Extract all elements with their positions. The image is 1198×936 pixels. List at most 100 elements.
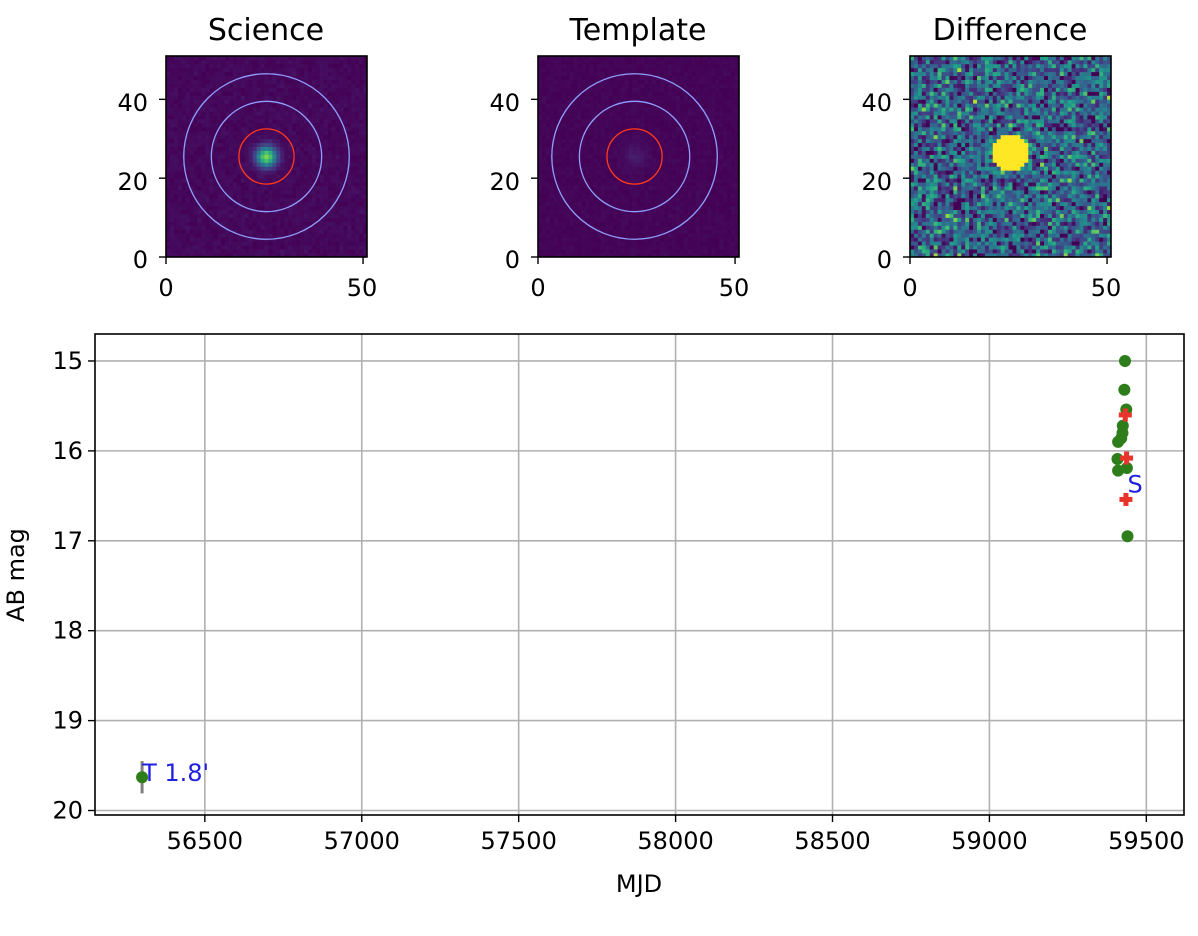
image-pixel [284,142,289,147]
image-pixel [735,229,740,234]
image-pixel [327,193,332,199]
image-pixel [545,111,551,116]
image-pixel [229,67,234,73]
image-pixel [553,193,559,199]
image-pixel [185,142,190,147]
image-pixel [538,87,543,92]
image-pixel [221,115,226,120]
image-pixel [335,245,340,250]
image-pixel [177,107,183,112]
image-pixel [648,241,653,246]
image-pixel [173,158,179,163]
image-pixel [605,134,610,140]
image-pixel [577,209,582,214]
image-pixel [300,75,305,80]
image-pixel [557,245,562,250]
image-pixel [632,213,637,218]
image-pixel [229,146,234,151]
image-pixel [652,79,657,84]
image-pixel [201,142,206,147]
image-pixel [327,190,332,195]
image-pixel [292,249,297,254]
image-pixel [331,99,336,104]
image-pixel [679,174,685,179]
image-pixel [189,229,194,234]
image-pixel [343,67,348,73]
image-pixel [363,158,368,163]
image-pixel [660,209,665,214]
image-pixel [672,193,677,199]
image-pixel [181,233,187,238]
image-pixel [248,71,254,77]
image-pixel [593,158,598,163]
image-pixel [355,138,360,144]
image-pixel [723,253,728,258]
image-pixel [359,142,364,147]
image-pixel [703,209,708,214]
image-pixel [668,233,673,238]
image-pixel [169,186,175,191]
image-pixel [355,241,360,246]
image-pixel [244,178,250,183]
image-pixel [707,174,712,179]
image-pixel [723,182,728,187]
image-pixel [173,95,179,100]
image-pixel [303,111,309,116]
image-pixel [292,71,297,77]
image-pixel [355,186,360,191]
image-pixel [319,205,324,211]
image-pixel [723,111,728,116]
image-pixel [683,201,689,207]
image-pixel [221,158,226,163]
image-pixel [303,249,309,254]
image-pixel [276,182,281,187]
image-pixel [260,123,265,128]
image-pixel [538,119,543,124]
image-pixel [272,174,277,179]
image-pixel [288,111,293,116]
image-pixel [260,170,265,175]
image-pixel [675,142,681,147]
image-pixel [624,83,629,88]
image-pixel [307,87,313,92]
image-pixel [703,245,708,250]
image-pixel [605,213,610,218]
image-pixel [616,91,622,96]
image-pixel [601,79,606,84]
image-pixel [209,178,214,183]
image-pixel [672,225,677,230]
image-pixel [557,241,562,246]
image-pixel [687,245,693,250]
image-pixel [731,233,736,238]
image-pixel [276,123,281,128]
image-pixel [589,138,594,144]
image-pixel [549,241,555,246]
image-pixel [632,201,637,207]
image-pixel [209,170,214,175]
image-pixel [244,241,250,246]
image-pixel [300,186,305,191]
image-pixel [347,103,352,108]
image-pixel [683,182,689,187]
image-pixel [545,217,551,222]
image-pixel [628,178,633,183]
image-pixel [197,186,202,191]
image-pixel [699,162,704,167]
image-pixel [723,174,728,179]
image-pixel [545,134,551,140]
image-pixel [620,79,626,84]
image-pixel [319,249,324,254]
image-pixel [565,166,570,171]
image-pixel [315,162,321,167]
image-pixel [359,91,364,96]
image-pixel [687,209,693,214]
image-pixel [628,123,633,128]
image-pixel [307,217,313,222]
image-pixel [303,166,309,171]
image-pixel [343,221,348,226]
image-pixel [244,190,250,195]
image-pixel [303,95,309,100]
image-pixel [268,201,273,207]
image-pixel [355,123,360,128]
image-pixel [181,123,187,128]
